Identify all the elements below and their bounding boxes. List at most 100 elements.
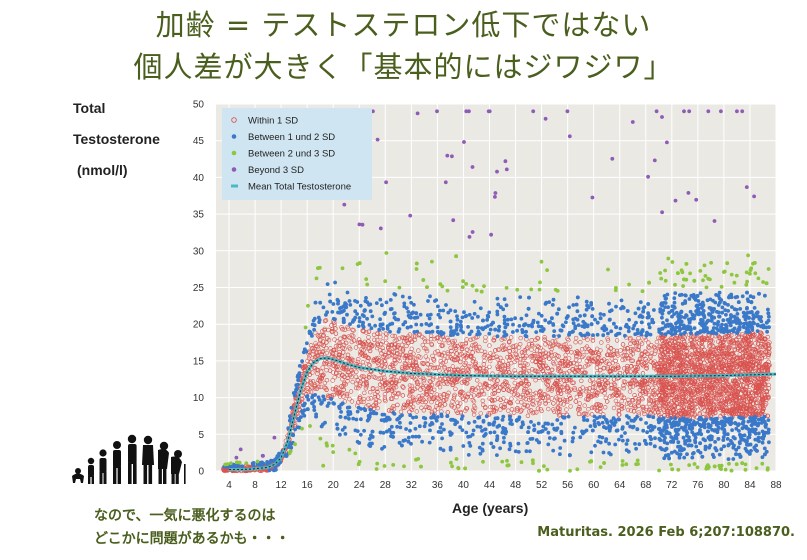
data-point (627, 389, 633, 394)
x-tick-label: 20 (328, 480, 340, 491)
data-point (380, 386, 385, 392)
data-point (513, 351, 518, 357)
data-point (542, 354, 548, 360)
data-point (445, 355, 450, 360)
data-point (363, 343, 369, 349)
data-point (383, 382, 388, 387)
x-tick-label: 56 (562, 480, 574, 491)
data-point (491, 352, 496, 357)
data-point (740, 332, 745, 337)
data-point (717, 452, 722, 457)
data-point (382, 380, 388, 386)
data-point (679, 402, 684, 407)
data-point (427, 440, 432, 445)
data-point (446, 390, 451, 395)
data-point (659, 338, 665, 343)
data-point (402, 360, 408, 366)
data-point (514, 408, 520, 413)
data-point (605, 338, 611, 343)
data-point (476, 314, 480, 319)
data-point (550, 343, 555, 349)
data-point (654, 339, 660, 345)
data-point (738, 348, 743, 353)
data-point (356, 357, 361, 362)
data-point (633, 442, 637, 446)
y-tick-label: 10 (193, 393, 205, 404)
data-point (512, 359, 517, 365)
data-point (414, 409, 420, 414)
data-point (462, 310, 466, 315)
data-point (423, 346, 429, 352)
data-point (380, 384, 386, 390)
data-point (615, 363, 620, 368)
data-point (441, 357, 447, 362)
data-point (384, 332, 389, 337)
data-point (382, 359, 387, 364)
data-point (381, 348, 386, 354)
data-point (598, 312, 603, 316)
data-point (356, 337, 362, 342)
y-tick-label: 25 (193, 283, 205, 294)
data-point (610, 360, 615, 366)
data-point (682, 455, 687, 460)
data-point (380, 345, 385, 351)
data-point (644, 421, 648, 425)
data-point (515, 328, 519, 333)
x-tick-label: 12 (276, 480, 288, 491)
data-point (478, 411, 483, 416)
y-tick-label: 40 (193, 173, 205, 184)
data-point (621, 383, 626, 388)
x-tick-label: 84 (744, 480, 756, 491)
data-point (580, 354, 585, 360)
y-tick-label: 15 (193, 356, 205, 367)
data-point (420, 334, 425, 340)
data-point (410, 360, 416, 365)
data-point (413, 397, 418, 403)
data-point (320, 333, 326, 339)
data-point (421, 408, 427, 413)
data-point (411, 375, 416, 380)
data-point (707, 349, 713, 354)
data-point (568, 387, 573, 392)
data-point (619, 399, 624, 404)
data-point (420, 342, 426, 348)
y-tick-label: 35 (193, 210, 205, 221)
data-point (732, 348, 738, 353)
data-point (542, 335, 547, 340)
y-tick-label: 30 (193, 246, 205, 257)
data-point (337, 394, 343, 399)
data-point (586, 407, 591, 412)
data-point (404, 358, 410, 363)
data-point (753, 341, 758, 346)
data-point (647, 345, 652, 351)
data-point (419, 405, 424, 410)
x-tick-label: 4 (226, 480, 232, 491)
data-point (464, 430, 469, 435)
data-point (482, 369, 487, 374)
data-point (425, 357, 431, 362)
data-point (310, 352, 316, 357)
x-tick-label: 60 (588, 480, 600, 491)
data-point (628, 337, 633, 342)
data-point (471, 399, 477, 404)
data-point (583, 389, 589, 394)
data-point (567, 305, 571, 310)
data-point (357, 316, 362, 320)
data-point (555, 387, 560, 393)
x-tick-label: 40 (458, 480, 470, 491)
data-point (445, 335, 450, 341)
data-point (316, 334, 322, 339)
data-point (370, 386, 376, 391)
data-point (350, 327, 355, 333)
scatter-chart: 4 8 12 16 20 24 28 32 36 40 44 48 52 56 60 64 68 72 76 80 84… (193, 100, 782, 492)
x-tick-label: 80 (718, 480, 730, 491)
data-point (694, 336, 700, 342)
data-point (572, 387, 577, 392)
data-point (526, 392, 531, 398)
x-tick-label: 64 (614, 480, 626, 491)
data-point (697, 382, 703, 387)
data-point (427, 379, 433, 384)
data-point (348, 346, 353, 352)
data-point (487, 343, 492, 348)
data-point (371, 357, 376, 363)
